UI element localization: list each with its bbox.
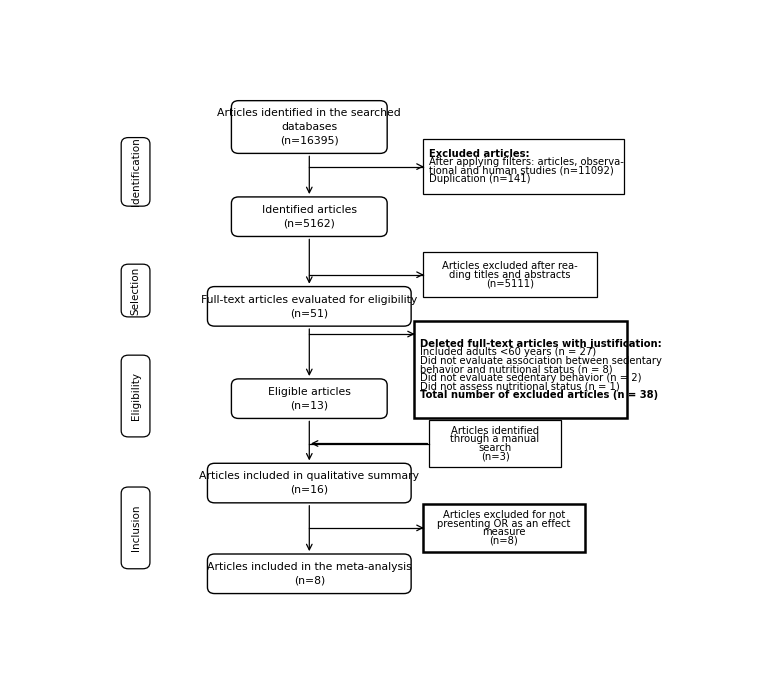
Text: Eligibility: Eligibility — [131, 372, 141, 420]
Text: Excluded articles:: Excluded articles: — [429, 149, 530, 159]
Text: Did not evaluate association between sedentary: Did not evaluate association between sed… — [421, 356, 662, 366]
Text: presenting OR as an effect: presenting OR as an effect — [438, 519, 570, 529]
Text: Eligible articles
(n=13): Eligible articles (n=13) — [268, 387, 351, 410]
Text: Included adults <60 years (n = 27): Included adults <60 years (n = 27) — [421, 347, 596, 358]
FancyBboxPatch shape — [414, 321, 627, 419]
Text: ding titles and abstracts: ding titles and abstracts — [449, 270, 570, 279]
FancyBboxPatch shape — [121, 264, 150, 317]
Text: Did not assess nutritional status (n = 1): Did not assess nutritional status (n = 1… — [421, 382, 620, 392]
FancyBboxPatch shape — [231, 197, 387, 236]
FancyBboxPatch shape — [423, 139, 624, 195]
Text: measure: measure — [482, 527, 526, 537]
Text: through a manual: through a manual — [451, 434, 540, 444]
FancyBboxPatch shape — [121, 138, 150, 206]
Text: After applying filters: articles, observa-: After applying filters: articles, observ… — [429, 158, 624, 167]
Text: Deleted full-text articles with justification:: Deleted full-text articles with justific… — [421, 339, 662, 349]
FancyBboxPatch shape — [231, 379, 387, 419]
Text: Articles excluded after rea-: Articles excluded after rea- — [442, 261, 578, 271]
Text: Identified articles
(n=5162): Identified articles (n=5162) — [262, 205, 357, 229]
Text: Articles included in qualitative summary
(n=16): Articles included in qualitative summary… — [199, 471, 419, 495]
Text: Full-text articles evaluated for eligibility
(n=51): Full-text articles evaluated for eligibi… — [201, 295, 417, 318]
FancyBboxPatch shape — [429, 420, 561, 467]
FancyBboxPatch shape — [207, 554, 411, 594]
Text: tional and human studies (n=11092): tional and human studies (n=11092) — [429, 166, 614, 176]
FancyBboxPatch shape — [121, 487, 150, 569]
Text: (n=8): (n=8) — [489, 536, 519, 546]
Text: Total number of excluded articles (n = 38): Total number of excluded articles (n = 3… — [421, 390, 659, 401]
FancyBboxPatch shape — [121, 355, 150, 437]
Text: Articles included in the meta-analysis
(n=8): Articles included in the meta-analysis (… — [207, 562, 412, 586]
Text: behavior and nutritional status (n = 8): behavior and nutritional status (n = 8) — [421, 364, 613, 375]
Text: Duplication (n=141): Duplication (n=141) — [429, 175, 530, 184]
Text: Articles identified in the searched
databases
(n=16395): Articles identified in the searched data… — [217, 108, 401, 146]
Text: Did not evaluate sedentary behavior (n = 2): Did not evaluate sedentary behavior (n =… — [421, 373, 642, 383]
FancyBboxPatch shape — [423, 252, 597, 297]
Text: (n=5111): (n=5111) — [486, 278, 534, 288]
Text: Identification: Identification — [131, 138, 141, 206]
Text: (n=3): (n=3) — [481, 451, 509, 462]
FancyBboxPatch shape — [423, 504, 585, 551]
Text: Articles excluded for not: Articles excluded for not — [443, 510, 565, 520]
Text: Inclusion: Inclusion — [131, 505, 141, 551]
FancyBboxPatch shape — [231, 101, 387, 153]
FancyBboxPatch shape — [207, 286, 411, 326]
FancyBboxPatch shape — [207, 463, 411, 503]
Text: Articles identified: Articles identified — [451, 425, 539, 436]
Text: search: search — [478, 443, 512, 453]
Text: Selection: Selection — [131, 266, 141, 314]
